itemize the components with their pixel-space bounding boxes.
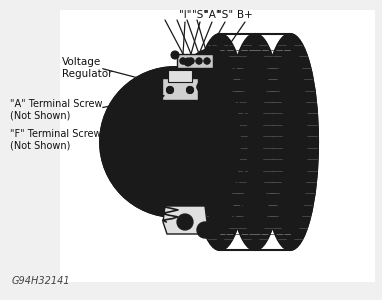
Polygon shape [163, 206, 207, 234]
Ellipse shape [201, 226, 209, 234]
Text: "S": "S" [192, 10, 208, 20]
Ellipse shape [167, 50, 253, 235]
Ellipse shape [180, 58, 186, 64]
Ellipse shape [197, 222, 213, 238]
Ellipse shape [167, 134, 183, 150]
Text: "A": "A" [204, 10, 220, 20]
Ellipse shape [184, 58, 192, 66]
Ellipse shape [181, 218, 189, 226]
Ellipse shape [171, 51, 179, 59]
Ellipse shape [192, 34, 248, 250]
Bar [168, 70, 192, 82]
Ellipse shape [100, 67, 250, 217]
Ellipse shape [123, 90, 227, 194]
Text: B+: B+ [237, 10, 253, 20]
Ellipse shape [196, 58, 202, 64]
Ellipse shape [180, 70, 240, 214]
Text: Voltage
Regulator: Voltage Regulator [62, 57, 113, 79]
Text: "I": "I" [179, 10, 191, 20]
Text: "F" Terminal Screw
(Not Shown): "F" Terminal Screw (Not Shown) [10, 129, 102, 151]
Ellipse shape [210, 107, 220, 117]
Ellipse shape [218, 56, 228, 66]
Bar [60, 10, 375, 282]
Ellipse shape [262, 34, 318, 250]
Ellipse shape [220, 58, 225, 64]
Ellipse shape [200, 107, 210, 117]
Text: "S": "S" [217, 10, 233, 20]
Ellipse shape [227, 34, 283, 250]
Ellipse shape [157, 124, 193, 160]
Bar [162, 78, 198, 100]
Ellipse shape [167, 86, 173, 94]
Ellipse shape [145, 112, 205, 172]
Ellipse shape [210, 89, 220, 99]
Ellipse shape [177, 214, 193, 230]
Text: G94H32141: G94H32141 [12, 276, 71, 286]
Ellipse shape [186, 86, 194, 94]
Ellipse shape [204, 58, 210, 64]
Text: "A" Terminal Screw
(Not Shown): "A" Terminal Screw (Not Shown) [10, 99, 102, 121]
Bar [177, 54, 213, 68]
Ellipse shape [197, 82, 207, 92]
Ellipse shape [188, 58, 194, 64]
